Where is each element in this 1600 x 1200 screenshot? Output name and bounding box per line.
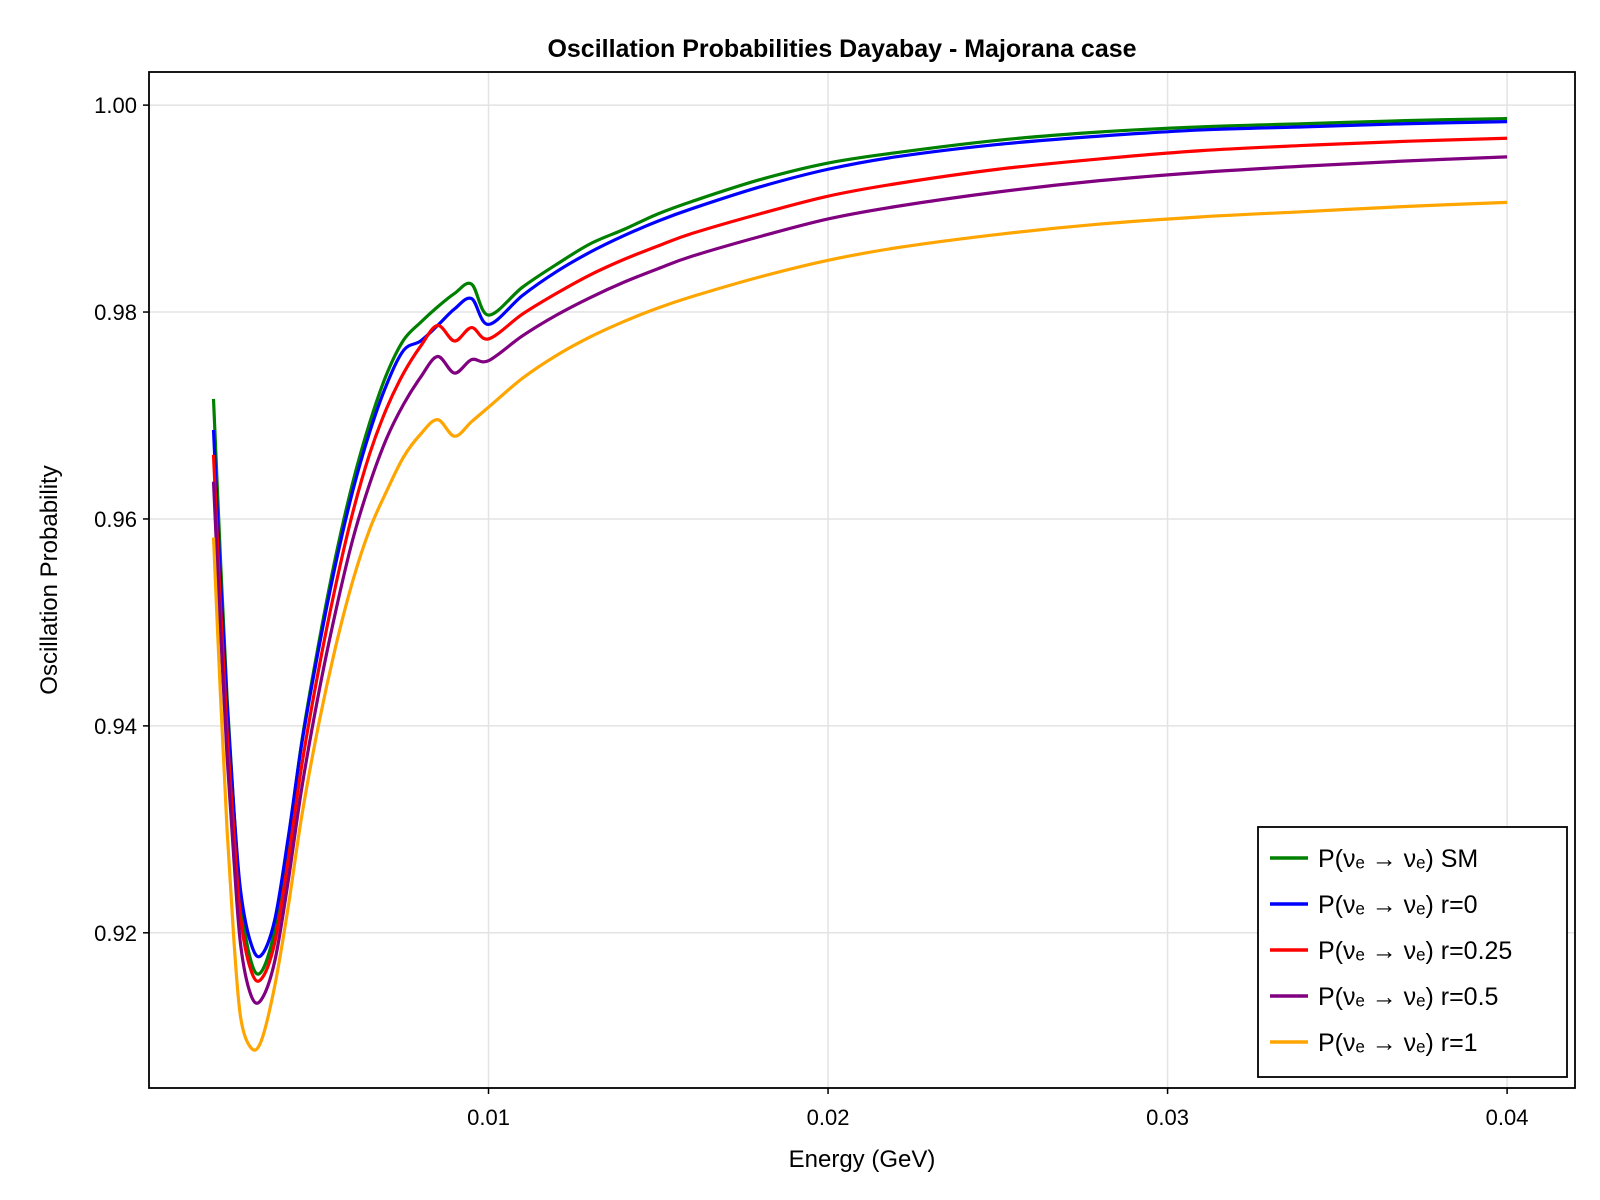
grid <box>149 72 1575 1088</box>
legend-box <box>1257 826 1568 1078</box>
series-line-1 <box>211 116 1508 976</box>
plot-frame <box>148 71 1576 1089</box>
series-line-5 <box>211 200 1508 1052</box>
legend-label-4: P(νₑ → νₑ) r=0.5 <box>1318 983 1498 1011</box>
y-tick-label: 0.92 <box>94 921 137 946</box>
series-line-3 <box>211 136 1508 983</box>
x-axis-ticks: 0.01 0.02 0.03 0.04 <box>467 1088 1529 1130</box>
legend: P(νₑ → νₑ) SM P(νₑ → νₑ) r=0 P(νₑ → νₑ) r=… <box>1257 826 1568 1078</box>
legend-label-1: P(νₑ → νₑ) SM <box>1318 845 1478 873</box>
x-tick-label: 0.04 <box>1486 1105 1529 1130</box>
y-axis-ticks: 0.92 0.94 0.96 0.98 1.00 <box>94 93 149 946</box>
y-tick-label: 1.00 <box>94 93 137 118</box>
x-axis-label: Energy (GeV) <box>789 1146 936 1173</box>
x-tick-label: 0.02 <box>807 1105 850 1130</box>
x-tick-label: 0.01 <box>467 1105 510 1130</box>
legend-label-5: P(νₑ → νₑ) r=1 <box>1318 1029 1478 1057</box>
series-line-4 <box>211 155 1508 1005</box>
series-group <box>211 116 1508 1052</box>
y-axis-label: Oscillation Probability <box>36 465 63 694</box>
series-line-2 <box>211 120 1508 959</box>
y-tick-label: 0.96 <box>94 507 137 532</box>
legend-label-2: P(νₑ → νₑ) r=0 <box>1318 891 1478 919</box>
y-tick-label: 0.94 <box>94 714 137 739</box>
x-tick-label: 0.03 <box>1146 1105 1189 1130</box>
legend-label-3: P(νₑ → νₑ) r=0.25 <box>1318 937 1512 965</box>
chart-title: Oscillation Probabilities Dayabay - Majo… <box>547 35 1136 63</box>
y-tick-label: 0.98 <box>94 300 137 325</box>
